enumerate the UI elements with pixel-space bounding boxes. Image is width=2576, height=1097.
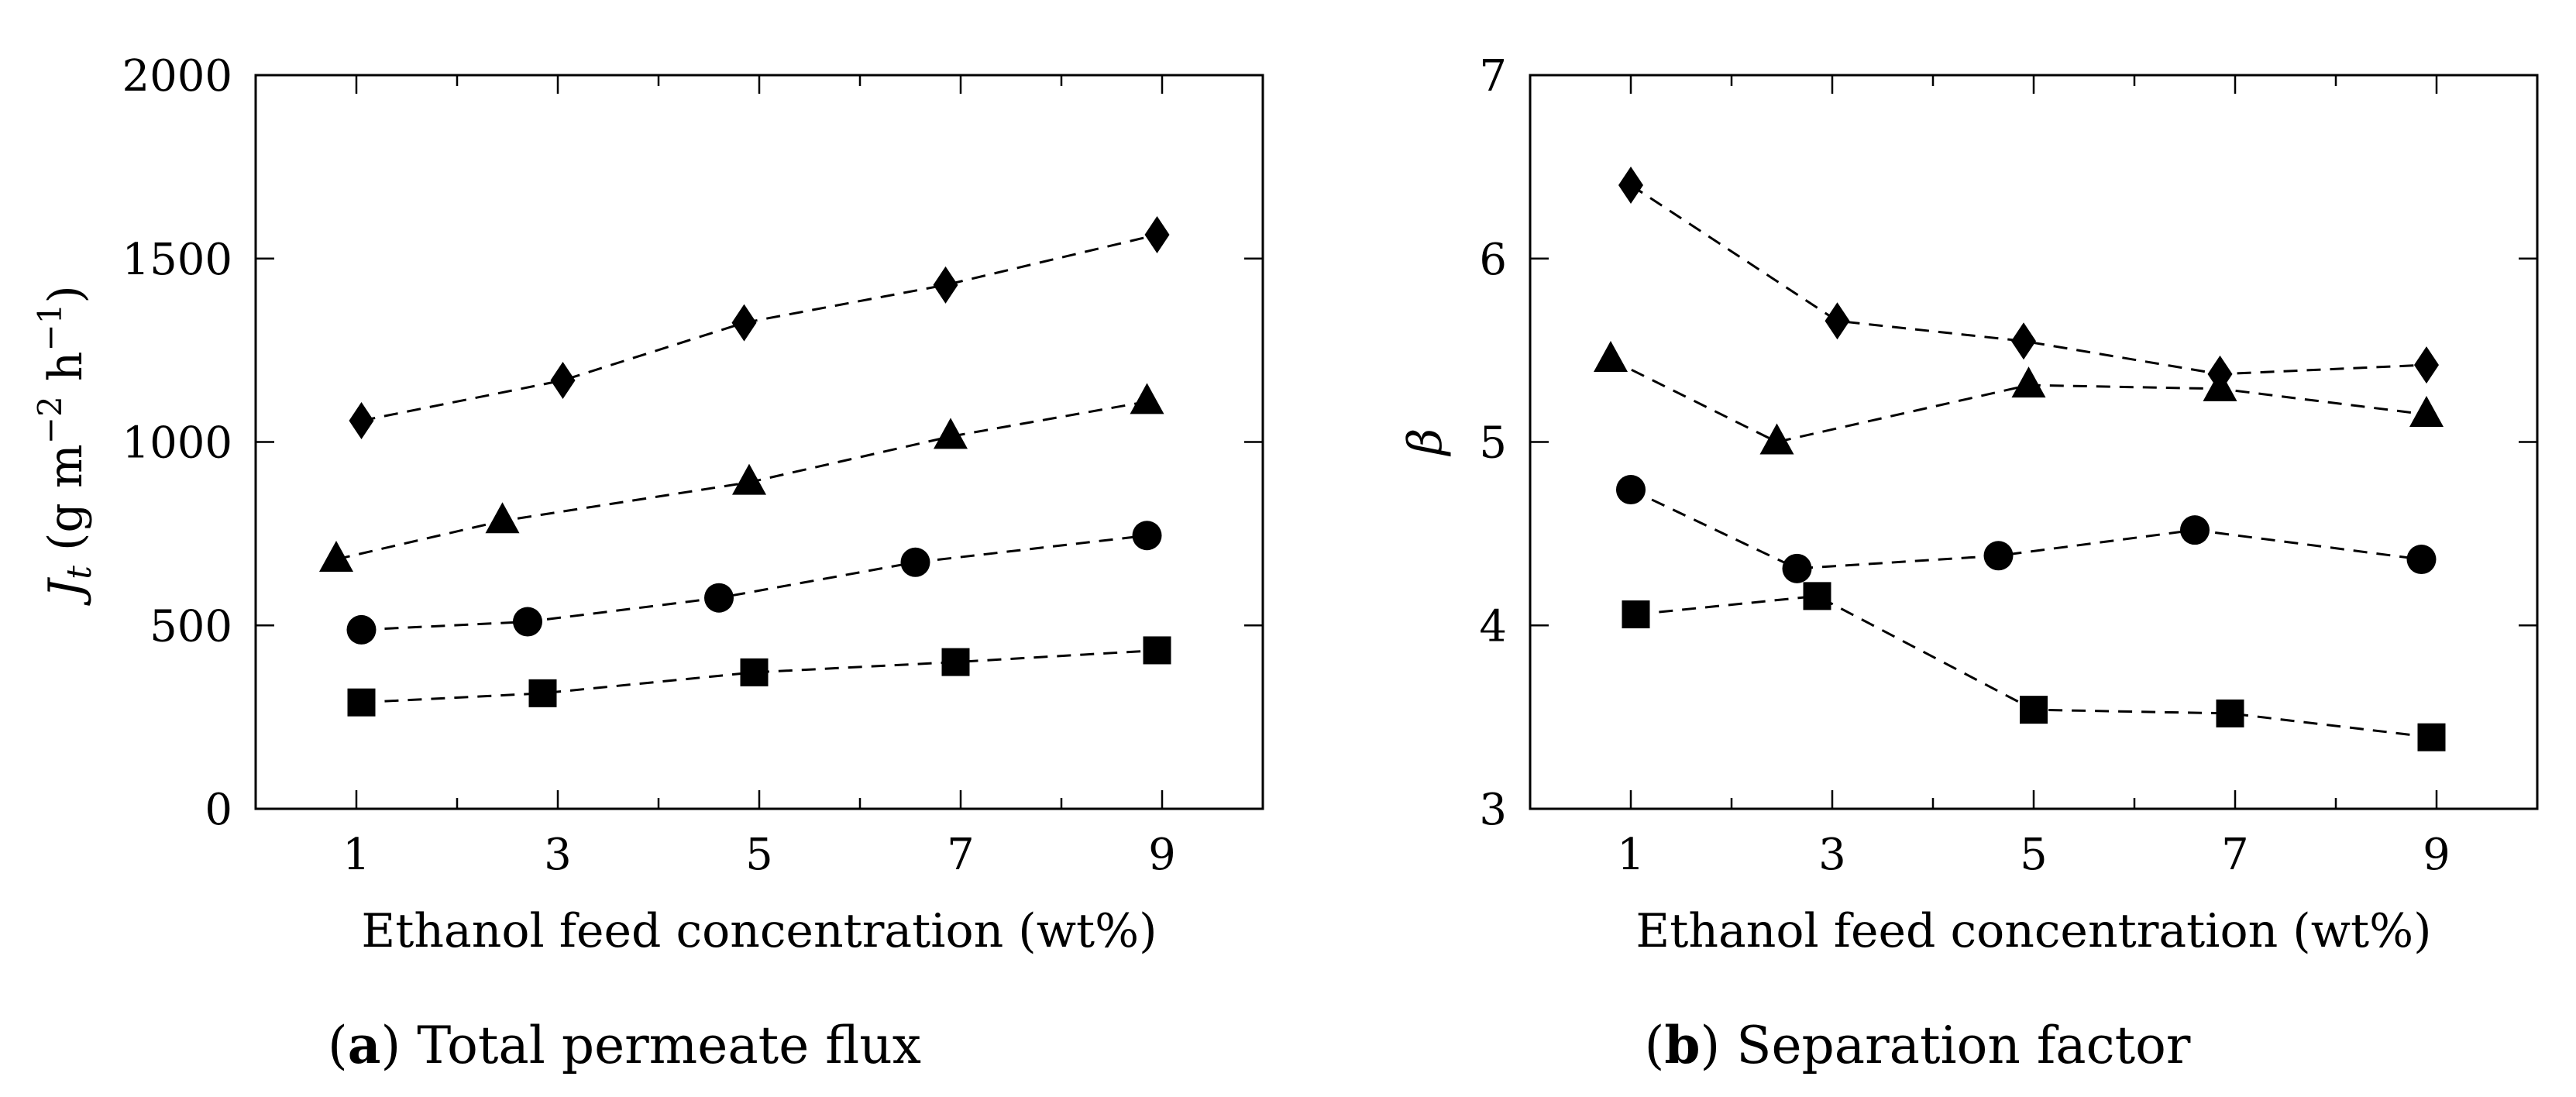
data-point-square	[1622, 600, 1650, 629]
data-point-diamond	[550, 361, 576, 399]
data-point-square	[2417, 723, 2446, 751]
x-tick-label: 7	[2221, 830, 2249, 880]
data-point-circle	[1983, 541, 2014, 571]
x-tick-label: 3	[1818, 830, 1846, 880]
series-line-circle	[361, 534, 1147, 631]
data-series	[319, 215, 1171, 717]
data-point-triangle	[1594, 340, 1628, 372]
data-point-circle	[2180, 515, 2210, 545]
x-axis-label: Ethanol feed concentration (wt%)	[1635, 904, 2431, 958]
y-tick-label: 500	[150, 601, 232, 652]
y-tick-label: 0	[205, 785, 232, 835]
data-point-circle	[1782, 553, 1812, 583]
data-point-circle	[704, 583, 734, 613]
x-tick-label: 5	[745, 830, 773, 880]
data-point-diamond	[2414, 346, 2439, 384]
y-tick-label: 4	[1479, 601, 1507, 652]
panel-a-flux-chart: 1 3 5 7 9 0 500 1000 1500 2000 Ethanol feed conce…	[31, 51, 1264, 1075]
data-point-square	[1143, 636, 1171, 665]
data-point-circle	[513, 607, 542, 637]
data-point-diamond	[1618, 167, 1643, 205]
y-tick-label: 6	[1479, 235, 1507, 285]
axis-ticks: 1 3 5 7 9 3 4 5 6 7	[1479, 51, 2537, 880]
data-series	[1594, 167, 2446, 751]
y-tick-label: 1500	[122, 235, 232, 285]
data-point-triangle	[485, 502, 520, 534]
data-point-triangle	[1759, 423, 1794, 455]
panel-caption: (b) Separation factor	[1645, 1015, 2191, 1075]
panel-caption: (a) Total permeate flux	[328, 1015, 921, 1075]
x-tick-label: 9	[2423, 830, 2450, 880]
y-axis-label: Jt (g m−2 h−1)	[31, 285, 99, 607]
data-point-diamond	[1825, 302, 1850, 340]
data-point-square	[2216, 699, 2244, 727]
data-point-triangle	[2409, 395, 2444, 427]
x-axis-label: Ethanol feed concentration (wt%)	[361, 904, 1157, 958]
data-point-diamond	[2011, 322, 2036, 360]
x-tick-label: 1	[1617, 830, 1645, 880]
y-axis-label: β	[1398, 428, 1453, 457]
data-point-diamond	[349, 402, 374, 440]
data-point-diamond	[933, 266, 958, 304]
data-point-diamond	[1144, 215, 1170, 253]
data-point-circle	[1616, 475, 1646, 505]
data-point-circle	[2406, 545, 2437, 575]
data-point-square	[2020, 696, 2048, 724]
data-point-triangle	[2011, 366, 2046, 398]
data-point-square	[740, 658, 769, 686]
x-tick-label: 3	[544, 830, 572, 880]
data-point-triangle	[934, 418, 968, 449]
y-tick-label: 1000	[122, 418, 232, 469]
series-line-diamond	[1630, 184, 2427, 376]
x-tick-label: 1	[342, 830, 370, 880]
data-point-diamond	[731, 304, 757, 342]
data-point-triangle	[732, 463, 766, 495]
y-tick-label: 3	[1479, 785, 1507, 835]
plot-frame	[254, 74, 1264, 810]
series-line-triangle	[1610, 358, 2427, 444]
x-tick-label: 5	[2020, 830, 2048, 880]
y-tick-label: 5	[1479, 418, 1507, 469]
data-point-circle	[1132, 521, 1162, 551]
data-point-circle	[900, 547, 930, 577]
data-point-square	[347, 688, 376, 717]
data-point-triangle	[319, 541, 353, 573]
data-point-square	[941, 648, 970, 676]
y-tick-label: 7	[1479, 51, 1507, 101]
data-point-square	[528, 679, 557, 707]
panel-b-separation-chart: 1 3 5 7 9 3 4 5 6 7 Ethanol feed concentration (w…	[1398, 51, 2539, 1075]
series-line-circle	[1630, 488, 2422, 570]
data-point-circle	[346, 614, 377, 645]
axis-ticks: 1 3 5 7 9 0 500 1000 1500 2000	[122, 51, 1263, 880]
x-tick-label: 7	[947, 830, 975, 880]
data-point-diamond	[2207, 355, 2233, 393]
series-line-diamond	[361, 233, 1157, 422]
y-tick-label: 2000	[122, 51, 232, 101]
series-line-square	[361, 648, 1157, 704]
data-point-square	[1803, 582, 1831, 610]
x-tick-label: 9	[1148, 830, 1176, 880]
data-point-triangle	[1130, 383, 1164, 414]
